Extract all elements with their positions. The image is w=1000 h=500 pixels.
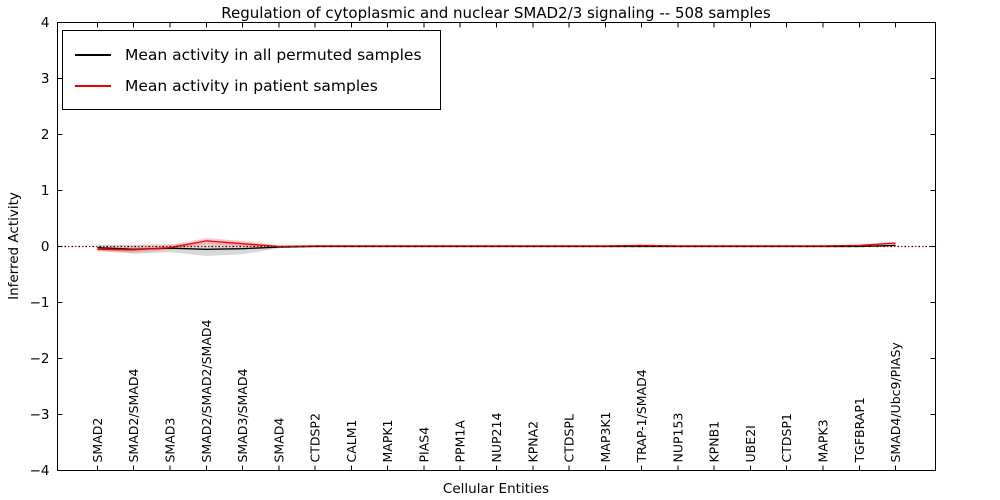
x-axis-tick-label: SMAD4/Ubc9/PIASy [888,342,903,463]
legend-line-patient-icon [75,84,111,87]
x-axis-tick-label: KPNB1 [707,421,722,463]
y-axis-tick-label: 4 [41,15,50,31]
x-axis-tick-label: CALM1 [344,420,359,463]
x-axis-tick-label: SMAD3/SMAD4 [235,369,250,463]
y-axis-tick-label: −3 [30,407,50,423]
y-axis-tick-label: −2 [30,351,50,367]
x-axis-tick-label: SMAD2 [90,418,105,463]
x-axis-tick-label: TGFBRAP1 [852,397,867,463]
legend-line-permuted-icon [75,53,111,56]
x-axis-tick-label: UBE2I [743,425,758,462]
x-axis-tick-label: NUP214 [489,413,504,463]
x-axis-tick-label: SMAD4 [271,418,286,463]
x-axis-tick-label: PPM1A [453,420,468,463]
y-axis-tick-label: 3 [41,71,50,87]
legend-label-permuted: Mean activity in all permuted samples [125,45,422,64]
x-axis-tick-label: SMAD3 [163,418,178,463]
y-axis-tick-label: 2 [41,127,50,143]
x-axis-tick-label: MAP3K1 [598,412,613,463]
legend-label-patient: Mean activity in patient samples [125,76,378,95]
y-axis-tick-label: −4 [30,463,50,479]
x-axis-tick-label: KPNA2 [525,421,540,463]
legend-item-patient: Mean activity in patient samples [75,70,422,101]
x-axis-tick-label: SMAD2/SMAD2/SMAD4 [199,319,214,462]
x-axis-tick-label: NUP153 [670,413,685,463]
x-axis-tick-label: MAPK3 [816,419,831,462]
chart-title: Regulation of cytoplasmic and nuclear SM… [221,4,771,22]
x-axis-tick-label: CTDSPL [562,414,577,462]
x-axis-tick-label: CTDSP2 [308,413,323,462]
x-axis-tick-label: SMAD2/SMAD4 [126,369,141,463]
x-axis-label: Cellular Entities [442,481,550,497]
y-axis-tick-label: 0 [41,239,50,255]
x-axis-tick-label: CTDSP1 [779,413,794,462]
y-axis-label: Inferred Activity [6,192,22,300]
legend-item-permuted: Mean activity in all permuted samples [75,39,422,70]
y-axis-tick-label: 1 [41,183,50,199]
x-axis-tick-label: TRAP-1/SMAD4 [634,369,649,463]
x-axis-tick-label: PIAS4 [416,427,431,463]
x-axis-tick-label: MAPK1 [380,419,395,462]
y-axis-tick-label: −1 [30,295,50,311]
legend: Mean activity in all permuted samples Me… [62,30,441,110]
